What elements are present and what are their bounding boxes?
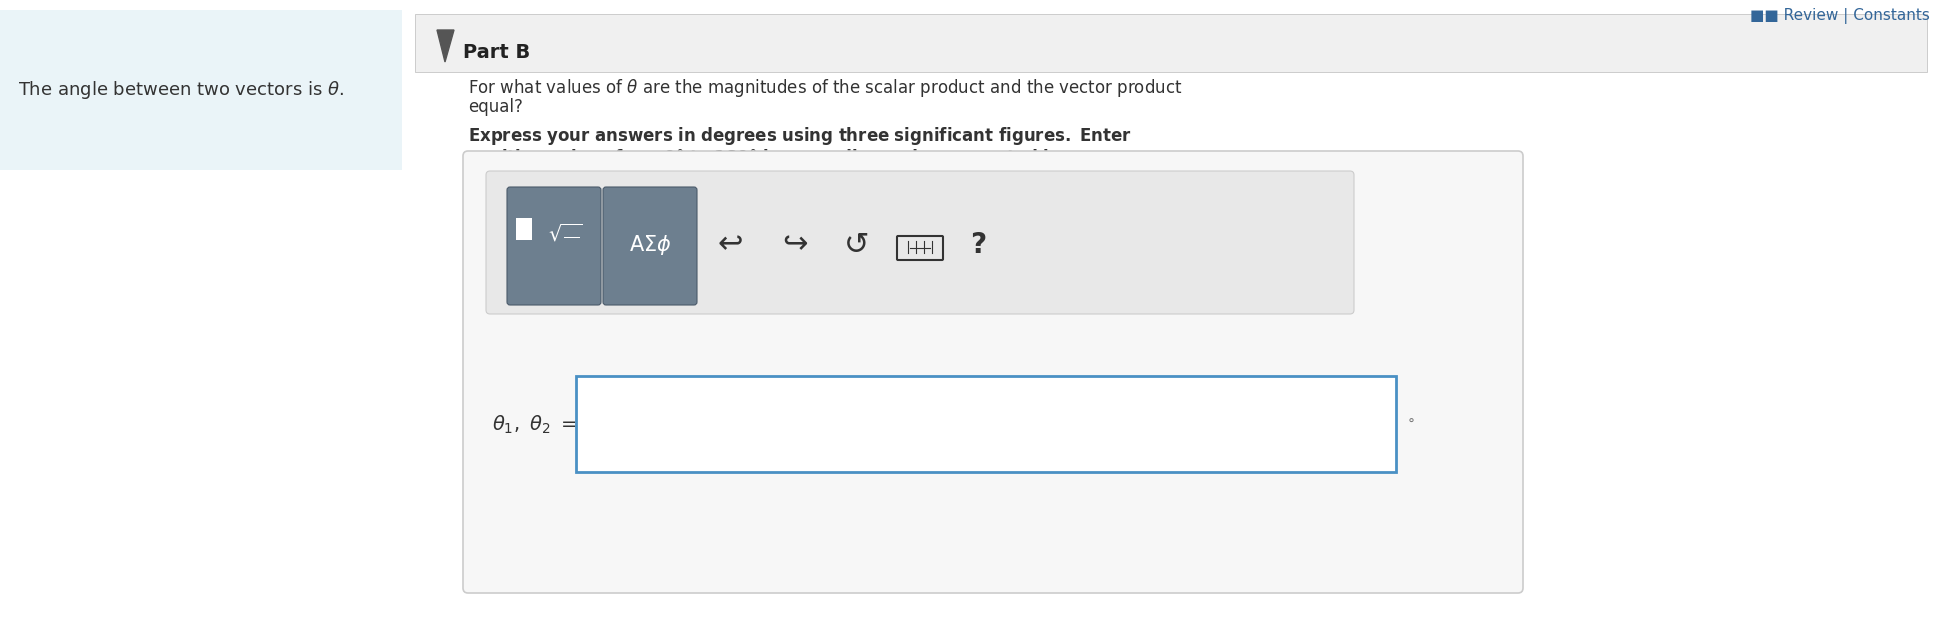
FancyBboxPatch shape <box>463 151 1522 593</box>
Bar <box>575 376 1396 472</box>
Text: Part B: Part B <box>463 43 531 62</box>
Text: ↺: ↺ <box>844 231 869 260</box>
Text: The angle between two vectors is $\theta$.: The angle between two vectors is $\theta… <box>17 79 344 101</box>
Text: A$\Sigma\phi$: A$\Sigma\phi$ <box>628 233 671 257</box>
Text: equal?: equal? <box>469 98 523 116</box>
Text: $\mathbf{positive\ values\ from\ 0°\ to\ 180°\ in\ ascending\ order\ separated\ : $\mathbf{positive\ values\ from\ 0°\ to\… <box>469 147 1161 169</box>
FancyBboxPatch shape <box>507 187 601 305</box>
Text: $\sqrt{\overline{\ \ }}$: $\sqrt{\overline{\ \ }}$ <box>548 224 581 246</box>
Text: ↩: ↩ <box>717 231 743 260</box>
Text: ■■ Review | Constants: ■■ Review | Constants <box>1750 8 1930 24</box>
Polygon shape <box>437 30 455 62</box>
Text: For what values of $\theta$ are the magnitudes of the scalar product and the vec: For what values of $\theta$ are the magn… <box>469 77 1182 99</box>
FancyBboxPatch shape <box>486 171 1355 314</box>
Text: ?: ? <box>970 231 986 259</box>
Text: $\mathbf{Express\ your\ answers\ in\ degrees\ using\ three\ significant\ figures: $\mathbf{Express\ your\ answers\ in\ deg… <box>469 125 1131 147</box>
FancyBboxPatch shape <box>603 187 698 305</box>
Text: °: ° <box>1407 418 1415 432</box>
Text: ↪: ↪ <box>781 231 809 260</box>
Bar <box>414 14 1927 72</box>
Bar <box>0 10 402 170</box>
Text: $\theta_1,\ \theta_2\ =$: $\theta_1,\ \theta_2\ =$ <box>492 414 577 436</box>
Bar <box>515 218 533 240</box>
